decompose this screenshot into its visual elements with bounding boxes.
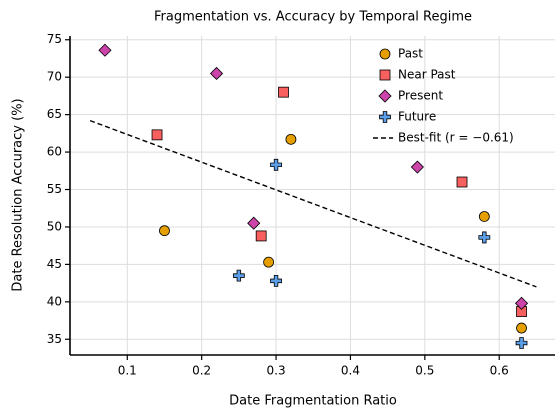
marker bbox=[255, 230, 267, 242]
marker bbox=[151, 129, 163, 141]
x-tick-label: 0.4 bbox=[341, 364, 360, 378]
y-tick-label: 75 bbox=[47, 32, 62, 46]
y-tick-label: 50 bbox=[47, 219, 62, 233]
chart-title: Fragmentation vs. Accuracy by Temporal R… bbox=[154, 10, 472, 25]
marker bbox=[478, 211, 490, 222]
marker bbox=[159, 225, 170, 237]
marker bbox=[478, 231, 491, 244]
marker bbox=[270, 158, 282, 171]
marker bbox=[516, 322, 527, 334]
x-tick-label: 0.6 bbox=[490, 364, 509, 378]
marker bbox=[515, 337, 528, 349]
marker bbox=[247, 216, 261, 230]
marker bbox=[410, 160, 424, 174]
best-fit-line bbox=[89, 119, 537, 288]
marker bbox=[232, 269, 245, 282]
legend-label: Past bbox=[398, 47, 423, 61]
legend-label: Near Past bbox=[398, 68, 456, 82]
legend-label: Present bbox=[398, 89, 443, 103]
y-tick-label: 35 bbox=[47, 332, 62, 346]
legend-label: Best-fit (r = −0.61) bbox=[398, 131, 514, 145]
y-tick-label: 70 bbox=[47, 70, 62, 84]
marker bbox=[278, 86, 289, 98]
x-tick-label: 0.2 bbox=[192, 364, 211, 378]
y-axis-label: Date Resolution Accuracy (%) bbox=[11, 98, 26, 291]
y-tick-label: 60 bbox=[47, 145, 62, 159]
y-tick-label: 45 bbox=[47, 257, 62, 271]
y-tick-label: 55 bbox=[47, 182, 62, 196]
x-tick-label: 0.1 bbox=[118, 364, 137, 378]
marker bbox=[514, 296, 529, 310]
marker bbox=[270, 274, 282, 287]
marker bbox=[98, 43, 112, 57]
marker bbox=[379, 48, 391, 60]
legend-label: Future bbox=[398, 110, 436, 124]
marker bbox=[285, 133, 297, 145]
marker bbox=[379, 111, 391, 123]
marker bbox=[378, 89, 392, 103]
marker bbox=[456, 176, 468, 188]
x-tick-label: 0.3 bbox=[267, 364, 286, 378]
x-axis-label: Date Fragmentation Ratio bbox=[229, 394, 397, 409]
y-tick-label: 65 bbox=[47, 107, 62, 121]
marker bbox=[379, 69, 391, 81]
y-tick-label: 40 bbox=[47, 294, 62, 308]
marker bbox=[263, 256, 275, 268]
x-tick-label: 0.5 bbox=[415, 364, 434, 378]
marker bbox=[209, 66, 224, 81]
